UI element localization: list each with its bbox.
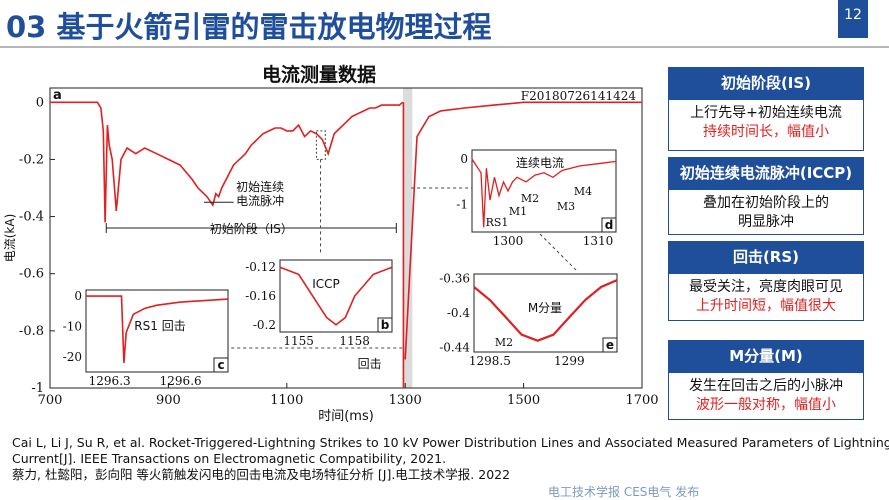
panel-m-body: 发生在回击之后的小脉冲 波形一般对称，幅值小 [668,372,864,420]
inset-marker-m2: M2 [521,192,539,205]
main-series-line-0 [50,101,404,223]
inset-y-tick-e: -0.44 [439,341,470,355]
y-axis-label: 电流(kA) [3,214,17,263]
inset-x-tick-e: 1298.5 [469,354,511,368]
x-tick-label: 1300 [389,393,422,408]
inset-marker-rs1: RS1 [486,216,509,229]
inset-frame-c [85,289,229,373]
panel-is-line: 上行先导+初始连续电流 [690,105,842,121]
reference-line-2: Current[J]. IEEE Transactions on Electro… [12,451,447,466]
panel-rs-line: 最受关注，亮度肉眼可见 [689,279,843,295]
main-plot-frame [49,87,643,389]
reference-line-1: Cai L, Li J, Su R, et al. Rocket-Trigger… [12,435,889,450]
inset-y-tick-c: 0 [74,289,82,303]
inset-marker-m4: M4 [574,185,592,198]
inset-annotation-c: RS1 回击 [134,319,185,333]
y-tick-label: -0.8 [19,324,44,339]
inset-y-tick-d: 0 [460,152,468,166]
x-tick-label: 1500 [507,393,540,408]
inset-x-tick-c: 1296.6 [160,374,202,388]
inset-frame-b [279,259,393,333]
panel-is-heading: 初始阶段(IS) [668,67,864,99]
y-tick-label: -0.6 [19,267,44,282]
x-tick-label: 1700 [625,393,658,408]
watermark: 电工技术学报 CES电气 发布 [548,485,700,499]
initial-stage-label: 初始阶段（IS） [210,221,293,236]
iccp-note-label: 初始连续 [236,179,284,194]
inset-y-tick-b: -0.12 [245,260,276,274]
inset-x-tick-d: 1300 [493,234,524,248]
inset-label-b: b [381,318,390,332]
inset-title-b: ICCP [312,277,340,291]
inset-x-tick-e: 1299 [554,354,585,368]
panel-iccp-body: 叠加在初始阶段上的 明显脉冲 [668,189,864,235]
references: Cai L, Li J, Su R, et al. Rocket-Trigger… [12,435,889,483]
inset-label-d: d [605,218,614,232]
x-tick-label: 1100 [270,393,303,408]
panel-rs-heading: 回击(RS) [668,241,864,273]
inset-y-tick-b: -0.2 [253,318,276,332]
inset-label-c: c [217,358,224,372]
panel-m-heading: M分量(M) [668,340,864,372]
y-tick-label: -0.2 [19,152,44,167]
inset-frame-d [471,149,617,233]
inset-series-d [471,158,617,228]
inset-label-box-e [602,337,618,353]
iccp-note-label: 电流脉冲 [236,193,284,208]
x-tick-label: 900 [156,393,181,408]
panel-iccp-heading: 初始连续电流脉冲(ICCP) [668,157,864,189]
record-id: F20180726141424 [521,89,637,103]
panel-m-highlight: 波形一般对称，幅值小 [696,397,836,413]
inset-y-tick-b: -0.16 [245,289,276,303]
inset-label-box-d [601,217,617,233]
inset-label-box-b [377,317,393,333]
x-axis-label: 时间(ms) [318,409,374,422]
inset-series-b [279,266,393,326]
panel-m-line: 发生在回击之后的小脉冲 [689,378,843,394]
inset-marker-m1: M1 [509,205,527,218]
return-stroke-band [402,88,413,388]
slide-title: 03 基于火箭引雷的雷击放电物理过程 [6,10,492,44]
y-tick-label: 0 [36,95,44,110]
inset-y-tick-d: -1 [456,198,468,212]
inset-x-tick-d: 1310 [583,234,614,248]
inset-title-e: M分量 [528,301,562,315]
current-chart: 700 900 1100 1300 1500 1700 0 -0.2 -0.4 -0.6 -0.8 -… [3,87,659,422]
inset-label-e: e [606,338,614,352]
inset-y-tick-c: -10 [63,319,82,333]
x-tick-label: 700 [38,393,63,408]
inset-series-c [86,295,229,363]
inset-y-tick-e: -0.36 [439,271,470,285]
panel-is-highlight: 持续时间长，幅值小 [703,124,829,140]
panel-label-a: a [53,88,62,103]
inset-y-tick-e: -0.4 [447,306,471,320]
panel-is-body: 上行先导+初始连续电流 持续时间长，幅值小 [668,99,864,151]
inset-title-d: 连续电流 [516,155,564,170]
title-divider [0,46,889,48]
panel-rs-highlight: 上升时间短，幅值很大 [696,298,836,314]
connector-d-to-e [539,233,579,273]
panel-iccp-line-2: 明显脉冲 [738,214,794,230]
inset-series-e [473,279,618,342]
inset-y-tick-c: -20 [63,350,82,364]
inset-frame-e [473,273,618,353]
panel-iccp-line-1: 叠加在初始阶段上的 [703,195,829,211]
return-stroke-label: 回击 [358,357,382,371]
inset-x-tick-b: 1155 [283,334,314,348]
panel-rs-body: 最受关注，亮度肉眼可见 上升时间短，幅值很大 [668,273,864,321]
inset-x-tick-b: 1158 [339,334,370,348]
page-number: 12 [838,0,868,38]
inset-marker-m3: M3 [557,200,575,213]
inset-label-box-c [213,357,229,373]
chart-title: 电流测量数据 [262,64,377,86]
y-tick-label: -0.4 [19,210,44,225]
inset-x-tick-c: 1296.3 [89,374,131,388]
main-series-line-1 [404,101,642,360]
reference-line-3: 蔡力, 杜懿阳，彭向阳 等火箭触发闪电的回击电流及电场特征分析 [J].电工技术… [12,467,511,482]
y-tick-label: -1 [31,381,44,396]
inset-marker-e: M2 [495,336,513,349]
